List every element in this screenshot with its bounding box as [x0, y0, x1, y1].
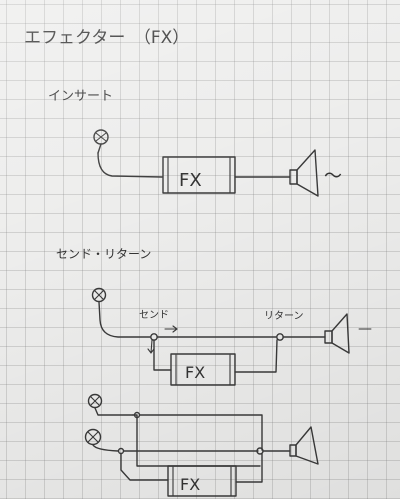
- send-return-speaker-icon: [324, 313, 350, 354]
- send-return-microphone-icon: [91, 287, 107, 303]
- parallel-cable-2: [92, 444, 119, 452]
- insert-sound-mark: ～: [324, 166, 342, 187]
- return-node: [276, 333, 284, 341]
- parallel-fx-label: FX: [180, 475, 200, 494]
- insert-cable-in: [97, 152, 163, 178]
- send-return-cable-in: [98, 301, 151, 338]
- parallel-return-line: [235, 453, 263, 483]
- send-return-fx-label: FX: [185, 363, 205, 382]
- page-title: エフェクター （FX）: [24, 28, 189, 48]
- send-node: [150, 333, 158, 341]
- send-loop-line: [153, 339, 172, 371]
- parallel-bus-top: [139, 414, 263, 451]
- insert-speaker-icon: [289, 149, 319, 197]
- send-return-fx-box: [170, 353, 236, 386]
- return-loop-line: [234, 339, 278, 373]
- parallel-node-2: [117, 447, 125, 455]
- insert-heading: インサート: [48, 89, 113, 104]
- parallel-speaker-icon: [289, 426, 319, 465]
- parallel-send-line: [120, 453, 169, 481]
- send-return-heading: センド・リターン: [56, 247, 151, 261]
- parallel-microphone-2-icon: [84, 428, 102, 446]
- parallel-bus-left: [132, 414, 261, 467]
- return-label: リターン: [264, 310, 304, 322]
- parallel-fx-box: [167, 465, 237, 497]
- send-down-arrow-icon: [147, 339, 155, 354]
- insert-fx-box: [162, 156, 236, 194]
- parallel-microphone-1-icon: [87, 393, 103, 409]
- send-label: センド: [139, 309, 169, 321]
- insert-microphone-icon: [93, 129, 109, 154]
- send-arrow-icon: [164, 325, 178, 333]
- parallel-cable-1: [94, 407, 134, 416]
- insert-fx-label: FX: [179, 170, 202, 191]
- send-return-sound-mark: —: [358, 321, 372, 337]
